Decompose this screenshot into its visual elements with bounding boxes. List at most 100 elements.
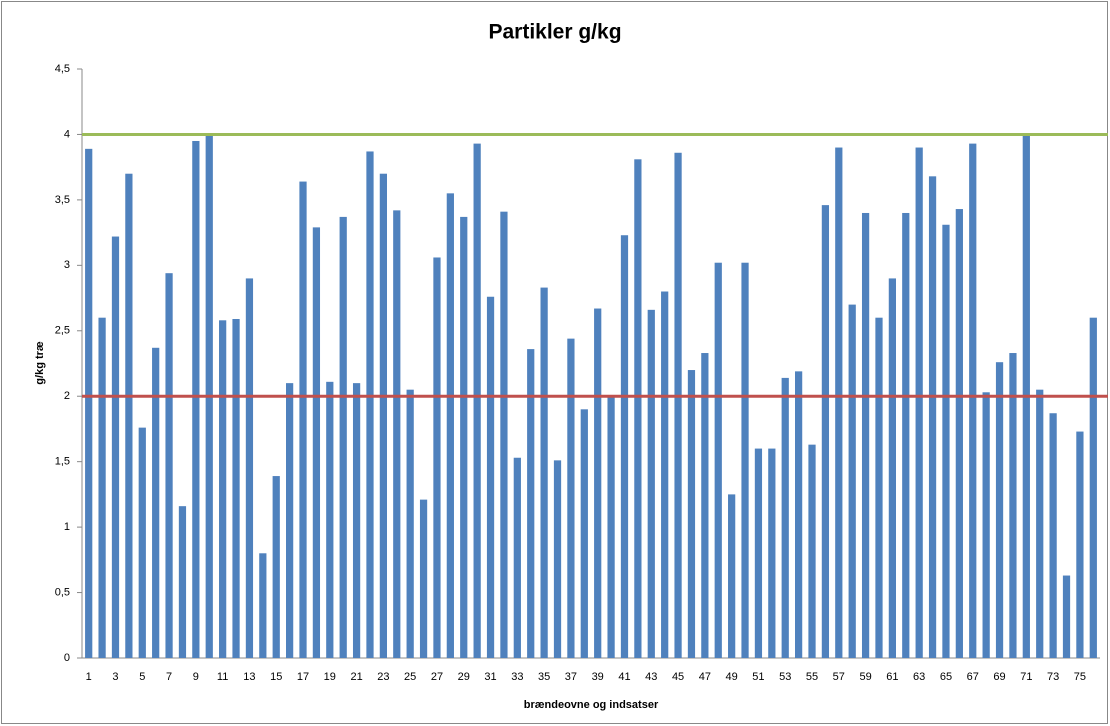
- x-tick-label: 23: [377, 671, 389, 683]
- bar: [245, 278, 254, 658]
- x-tick-label: 31: [484, 671, 496, 683]
- bar: [915, 147, 923, 659]
- x-tick-label: 29: [458, 671, 470, 683]
- bar: [1009, 353, 1017, 658]
- x-tick-label: 1: [86, 671, 92, 683]
- bar: [339, 216, 347, 658]
- x-tick-label: 7: [166, 671, 172, 683]
- x-tick-label: 43: [645, 671, 657, 683]
- y-tick-label: 3,5: [55, 194, 70, 206]
- bar: [473, 143, 481, 658]
- bar: [286, 383, 294, 658]
- y-tick-label: 4: [64, 128, 70, 140]
- y-tick-label: 2,5: [55, 325, 70, 337]
- bar: [527, 349, 535, 658]
- bar: [620, 235, 629, 658]
- bar: [741, 262, 749, 658]
- x-tick-label: 55: [806, 671, 818, 683]
- bar: [714, 262, 722, 658]
- bar: [1049, 413, 1057, 658]
- x-tick-label: 15: [270, 671, 282, 683]
- bar: [955, 209, 963, 658]
- bar: [580, 409, 588, 658]
- bar: [98, 317, 106, 658]
- bar: [272, 476, 280, 658]
- x-tick-label: 59: [859, 671, 871, 683]
- bar: [594, 308, 602, 658]
- y-tick-label: 0,5: [55, 586, 70, 598]
- y-tick-label: 1: [64, 521, 70, 533]
- bar: [647, 309, 655, 658]
- x-tick-label: 51: [752, 671, 764, 683]
- bar: [848, 304, 856, 658]
- bar: [192, 140, 200, 658]
- x-tick-label: 11: [217, 671, 228, 683]
- x-tick-label: 73: [1047, 671, 1059, 683]
- bar: [299, 181, 307, 658]
- y-tick-label: 2: [64, 390, 70, 402]
- bar: [178, 506, 187, 658]
- x-tick-label: 71: [1020, 671, 1032, 683]
- bar: [446, 193, 454, 658]
- x-tick-label: 37: [565, 671, 577, 683]
- bar: [312, 227, 321, 658]
- x-tick-label: 57: [833, 671, 845, 683]
- x-tick-label: 49: [726, 671, 738, 683]
- bar: [567, 338, 575, 658]
- bar: [513, 457, 521, 658]
- bar: [419, 499, 428, 658]
- x-tick-label: 21: [350, 671, 362, 683]
- bar: [607, 396, 615, 658]
- bar: [982, 392, 990, 658]
- bar: [165, 273, 173, 658]
- bar: [1076, 431, 1084, 658]
- x-tick-label: 25: [404, 671, 416, 683]
- bar: [902, 212, 910, 658]
- bar: [486, 296, 495, 658]
- bar: [125, 173, 133, 658]
- bar: [85, 148, 93, 658]
- bar: [219, 320, 227, 658]
- bar: [888, 278, 896, 658]
- bar: [500, 211, 508, 658]
- bar: [138, 427, 146, 658]
- bar: [928, 176, 937, 658]
- bar: [781, 377, 789, 658]
- bar: [661, 291, 669, 658]
- x-tick-label: 63: [913, 671, 925, 683]
- x-tick-label: 19: [324, 671, 336, 683]
- x-tick-label: 5: [139, 671, 145, 683]
- x-tick-label: 69: [993, 671, 1005, 683]
- chart-title: Partikler g/kg: [488, 21, 621, 44]
- bar: [152, 347, 160, 658]
- bar: [995, 362, 1004, 658]
- y-tick-label: 4,5: [55, 63, 70, 75]
- x-tick-label: 67: [967, 671, 979, 683]
- y-axis-title: g/kg træ: [34, 341, 46, 385]
- bar: [433, 257, 441, 658]
- bar: [393, 210, 401, 659]
- x-axis-title: brændeovne og indsatser: [524, 699, 659, 711]
- bar: [795, 371, 803, 658]
- x-tick-label: 39: [592, 671, 604, 683]
- bar: [352, 383, 361, 658]
- bar: [1036, 389, 1044, 658]
- bar: [861, 212, 870, 658]
- x-tick-label: 61: [886, 671, 898, 683]
- bar: [768, 448, 776, 658]
- x-tick-label: 17: [297, 671, 309, 683]
- bar: [540, 287, 548, 658]
- x-tick-label: 33: [511, 671, 523, 683]
- y-tick-label: 3: [64, 259, 70, 271]
- bar: [728, 494, 736, 658]
- x-tick-label: 27: [431, 671, 443, 683]
- bar: [460, 216, 468, 658]
- x-tick-label: 47: [699, 671, 711, 683]
- bar: [674, 152, 682, 658]
- x-tick-label: 3: [112, 671, 118, 683]
- x-tick-label: 41: [618, 671, 630, 683]
- bar: [1062, 575, 1071, 658]
- bar: [553, 460, 562, 658]
- y-tick-label: 0: [64, 652, 70, 664]
